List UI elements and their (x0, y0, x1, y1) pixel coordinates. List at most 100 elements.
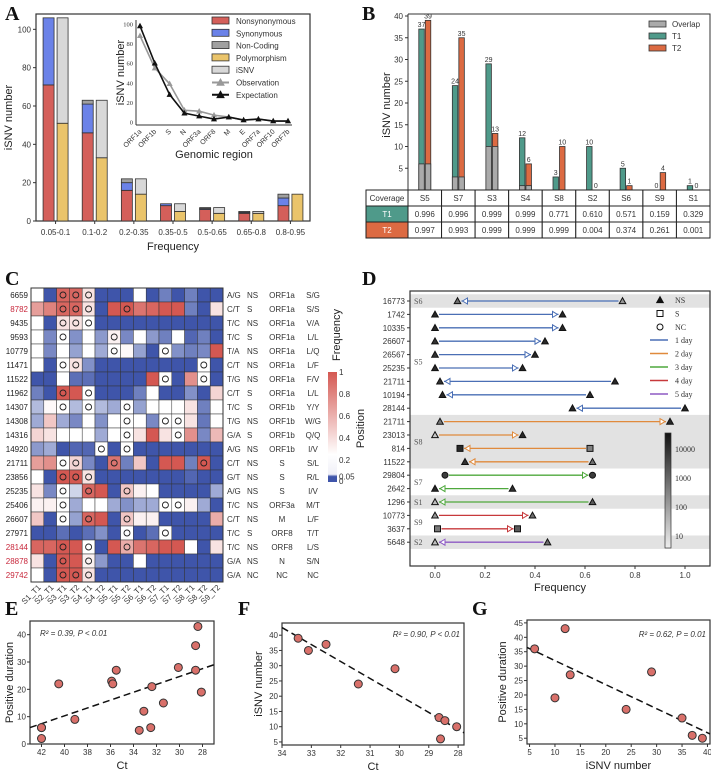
end-marker (518, 363, 527, 372)
heatmap-cell (184, 357, 198, 373)
x-tick-label: 5 (527, 748, 532, 757)
heatmap-cell (184, 385, 198, 401)
heatmap-cell (209, 315, 224, 331)
heatmap-cell (184, 567, 198, 583)
end-marker (438, 390, 447, 398)
y-tick-label: 100 (18, 25, 32, 34)
type-label: NS (247, 417, 258, 426)
heatmap-cell (197, 357, 211, 373)
bar-non-coding (277, 193, 290, 199)
gene-label: ORF1a (269, 291, 295, 300)
heatmap-cell (197, 371, 211, 387)
heatmap-cell (209, 553, 224, 569)
start-marker (430, 511, 440, 519)
heatmap-cell (209, 301, 224, 317)
heatmap-cell (69, 385, 83, 401)
heatmap-cell (158, 553, 173, 569)
bar-overlap (519, 185, 526, 191)
mutation-label: G/A (227, 431, 241, 440)
inset-point-observation (136, 32, 144, 39)
gene-label: ORF8 (271, 529, 293, 538)
detected-marker (85, 473, 93, 481)
y-tick-label: 15 (269, 707, 278, 716)
position-label: 3637 (387, 525, 405, 534)
x-axis-label: iSNV number (586, 760, 652, 770)
bar-polymorphism (252, 212, 265, 222)
bar-non-coding (120, 178, 133, 184)
heatmap-cell (56, 315, 70, 331)
bar-value-label: 24 (451, 79, 459, 86)
heatmap-cell (94, 567, 109, 583)
heatmap-cell (209, 399, 224, 415)
table-cell-value: 0.261 (650, 226, 671, 235)
aa-change-label: I/V (308, 487, 318, 496)
bar-synonymous (277, 197, 290, 207)
detected-marker (59, 487, 67, 495)
start-marker (610, 377, 620, 385)
x-tick-label: 1.0 (679, 571, 691, 580)
detected-marker (59, 543, 67, 551)
heatmap-cell (43, 469, 57, 485)
x-tick-label: 0.5-0.65 (197, 228, 227, 237)
heatmap-cell (145, 455, 160, 471)
heatmap-cell (197, 385, 211, 401)
detected-marker (200, 375, 208, 383)
heatmap-cell (69, 441, 83, 457)
detected-marker (85, 291, 93, 299)
gene-label: ORF1b (269, 403, 295, 412)
y-tick-label: 20 (514, 691, 523, 700)
heatmap-cell (107, 511, 121, 527)
heatmap-row-label: 28144 (6, 543, 29, 552)
inset-point-expectation (196, 112, 203, 119)
heatmap-cell (209, 511, 224, 527)
heatmap-cell (69, 455, 83, 471)
y-tick-label: 40 (394, 12, 403, 21)
heatmap-row-label: 25235 (6, 487, 29, 496)
legend-label: NS (675, 296, 685, 305)
heatmap-cell (145, 525, 160, 541)
data-point (353, 679, 363, 689)
colorbar-tick-label: 0.4 (339, 434, 351, 443)
bar-polymorphism (174, 211, 186, 222)
y-tick-label: 0 (22, 740, 27, 749)
heatmap-cell (81, 343, 96, 359)
legend-swatch-t1 (648, 32, 667, 40)
heatmap-cell (43, 301, 57, 317)
heatmap-cell (69, 539, 83, 555)
heatmap-cell (107, 483, 121, 499)
detected-marker (85, 305, 93, 313)
heatmap-cell (133, 511, 147, 527)
legend-label: iSNV (236, 66, 255, 75)
heatmap-cell (209, 413, 224, 429)
position-label: 5648 (387, 538, 405, 547)
heatmap-cell (120, 511, 134, 527)
data-point (452, 722, 462, 732)
heatmap-cell (56, 539, 70, 555)
y-tick-label: 30 (17, 658, 26, 667)
heatmap-cell (120, 357, 134, 373)
heatmap-row-label: 29742 (6, 571, 29, 580)
heatmap-cell (209, 427, 224, 443)
arrow-head (464, 444, 471, 453)
table-cell-value: 0.999 (515, 210, 536, 219)
y-tick-label: 25 (514, 677, 523, 686)
colorbar-tick-label: 0 (339, 477, 344, 486)
position-label: 23013 (383, 431, 406, 440)
detected-marker (123, 417, 131, 425)
gene-label: ORF1a (269, 361, 295, 370)
table-row-header: Coverage (370, 194, 405, 203)
stat-annotation: R² = 0.90, P < 0.01 (393, 630, 460, 639)
heatmap-cell (120, 525, 134, 541)
heatmap-cell (30, 343, 45, 359)
arrow-head (446, 390, 453, 399)
bar-value-label: 1 (688, 179, 692, 186)
y-tick-label: 40 (269, 631, 278, 640)
y-axis-label: iSNV number (253, 651, 265, 717)
heatmap-cell (94, 329, 109, 345)
heatmap-cell (43, 567, 57, 583)
heatmap-cell (107, 469, 121, 485)
start-marker (543, 537, 552, 546)
heatmap-cell (30, 483, 45, 499)
panel-g: 5 10 15 20 25 30 35 40 5 10 15 20 25 30 35 40 45 iSNV num… (497, 619, 711, 770)
heatmap-cell (107, 567, 121, 583)
